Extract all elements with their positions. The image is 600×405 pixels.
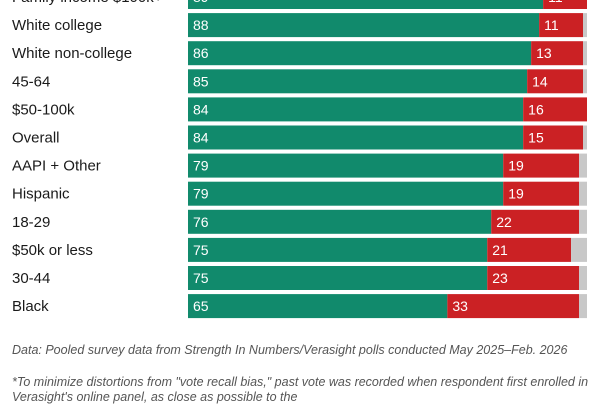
bar-segment-red-aapi-other bbox=[503, 153, 580, 178]
bar-segment-red-white-non-college bbox=[531, 41, 584, 66]
category-label-family-income-100k: Family income $100k+ bbox=[12, 0, 163, 6]
bar-segment-other-black bbox=[579, 294, 587, 319]
vote-recall-note: *To minimize distortions from "vote reca… bbox=[12, 375, 589, 404]
value-label-green-white-non-college: 86 bbox=[193, 45, 209, 61]
category-label-hispanic: Hispanic bbox=[12, 186, 70, 203]
category-label-30-44: 30-44 bbox=[12, 270, 50, 287]
bar-segment-red-30-44 bbox=[487, 266, 580, 290]
category-label-50-100k: $50-100k bbox=[12, 101, 75, 118]
value-label-red-50-100k: 16 bbox=[528, 101, 544, 117]
value-label-red-aapi-other: 19 bbox=[508, 158, 524, 174]
bar-segment-other-white-non-college bbox=[583, 41, 587, 66]
bar-segment-green-white-non-college bbox=[188, 41, 532, 66]
bar-segment-green-50-100k bbox=[188, 97, 524, 122]
bar-segment-green-aapi-other bbox=[188, 153, 504, 178]
bar-segment-other-overall bbox=[583, 125, 587, 150]
bar-segment-red-overall bbox=[523, 125, 584, 150]
bar-segment-red-black bbox=[447, 294, 580, 319]
value-label-red-18-29: 22 bbox=[496, 214, 512, 230]
value-label-green-white-college: 88 bbox=[193, 17, 209, 33]
bar-segment-red-45-64 bbox=[527, 69, 584, 94]
value-label-red-overall: 15 bbox=[528, 130, 544, 146]
value-label-green-overall: 84 bbox=[193, 130, 209, 146]
value-label-red-45-64: 14 bbox=[532, 73, 548, 89]
stacked-bar-chart: Family income $100k+ 89 11 White college 88 1… bbox=[12, 0, 587, 319]
bar-segment-green-18-29 bbox=[188, 209, 492, 234]
bar-segment-red-18-29 bbox=[491, 209, 580, 234]
bar-segment-other-white-college bbox=[583, 13, 587, 38]
source-note: Data: Pooled survey data from Strength I… bbox=[12, 343, 568, 357]
value-label-green-aapi-other: 79 bbox=[193, 158, 209, 174]
value-label-green-50k-or-less: 75 bbox=[193, 242, 209, 258]
bar-segment-other-hispanic bbox=[579, 181, 587, 206]
bar-segment-other-aapi-other bbox=[579, 153, 587, 178]
bar-segment-green-45-64 bbox=[188, 69, 528, 94]
value-label-green-hispanic: 79 bbox=[193, 186, 209, 202]
value-label-red-30-44: 23 bbox=[492, 270, 508, 286]
value-label-red-family-income-100k: 11 bbox=[548, 0, 563, 5]
bar-segment-other-30-44 bbox=[579, 266, 587, 290]
bar-segment-red-50k-or-less bbox=[487, 237, 572, 262]
bar-segment-red-white-college bbox=[539, 13, 584, 38]
bar-segment-other-45-64 bbox=[583, 69, 587, 94]
category-label-45-64: 45-64 bbox=[12, 73, 50, 90]
value-label-green-black: 65 bbox=[193, 298, 209, 314]
category-label-18-29: 18-29 bbox=[12, 214, 50, 231]
value-label-red-black: 33 bbox=[452, 298, 468, 314]
category-label-50k-or-less: $50k or less bbox=[12, 242, 93, 259]
bar-segment-green-30-44 bbox=[188, 266, 488, 290]
bar-segment-other-50k-or-less bbox=[571, 237, 587, 262]
category-label-black: Black bbox=[12, 298, 49, 315]
value-label-green-50-100k: 84 bbox=[193, 101, 209, 117]
category-label-aapi-other: AAPI + Other bbox=[12, 158, 101, 175]
value-label-red-50k-or-less: 21 bbox=[492, 242, 508, 258]
category-label-overall: Overall bbox=[12, 130, 60, 147]
bar-segment-red-family-income-100k bbox=[543, 0, 587, 9]
value-label-green-18-29: 76 bbox=[193, 214, 209, 230]
bar-segment-green-overall bbox=[188, 125, 524, 150]
category-label-white-non-college: White non-college bbox=[12, 45, 132, 62]
value-label-red-hispanic: 19 bbox=[508, 186, 524, 202]
bar-segment-red-hispanic bbox=[503, 181, 580, 206]
bar-segment-green-black bbox=[188, 294, 448, 319]
value-label-green-45-64: 85 bbox=[193, 73, 209, 89]
bar-segment-other-18-29 bbox=[579, 209, 587, 234]
value-label-red-white-college: 11 bbox=[544, 17, 559, 33]
bar-segment-red-50-100k bbox=[523, 97, 587, 122]
category-label-white-college: White college bbox=[12, 17, 102, 34]
bar-segment-green-family-income-100k bbox=[188, 0, 544, 9]
value-label-green-family-income-100k: 89 bbox=[193, 0, 209, 5]
bar-segment-green-hispanic bbox=[188, 181, 504, 206]
bar-segment-green-white-college bbox=[188, 13, 540, 38]
bar-segment-green-50k-or-less bbox=[188, 237, 488, 262]
value-label-red-white-non-college: 13 bbox=[536, 45, 552, 61]
value-label-green-30-44: 75 bbox=[193, 270, 209, 286]
